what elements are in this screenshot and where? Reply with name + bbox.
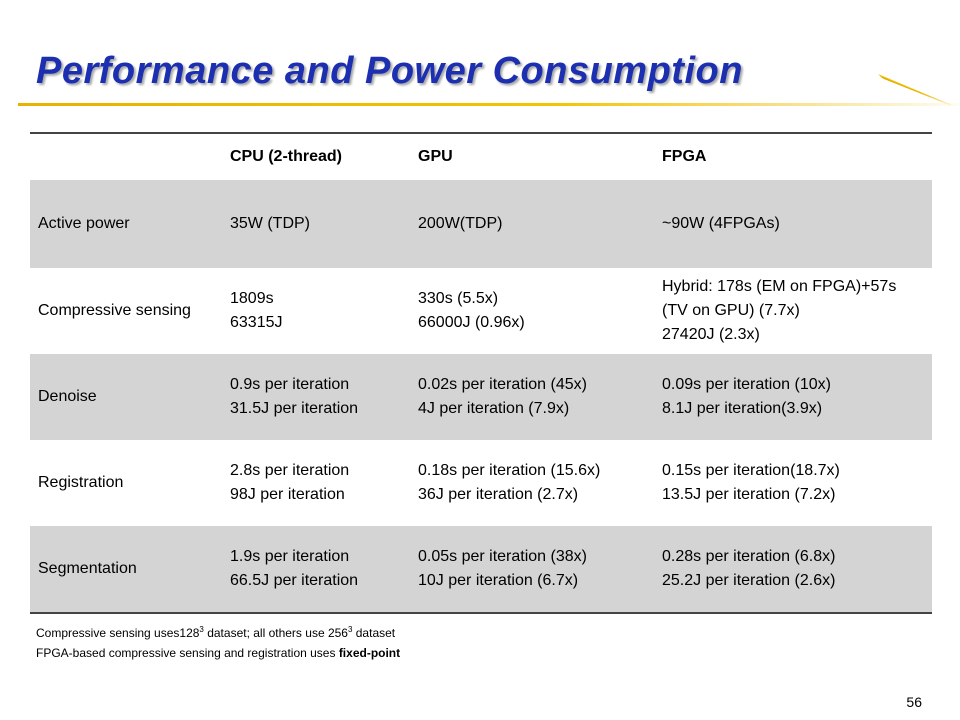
superscript: 3 <box>199 625 204 634</box>
footnotes: Compressive sensing uses1283 dataset; al… <box>36 620 400 663</box>
header-cell-cpu: CPU (2-thread) <box>230 148 343 165</box>
table-row: Compressive sensing 1809s 63315J 330s (5… <box>30 268 932 354</box>
table-row: Denoise 0.9s per iteration 31.5J per ite… <box>30 354 932 440</box>
gpu-cell: 0.05s per iteration (38x) 10J per iterat… <box>418 526 658 612</box>
cell-line: 8.1J per iteration(3.9x) <box>662 400 823 417</box>
cell-line: 0.18s per iteration (15.6x) <box>418 462 601 479</box>
row-label: Registration <box>38 474 124 491</box>
cell-line: 13.5J per iteration (7.2x) <box>662 486 836 503</box>
table-row: Active power 35W (TDP) 200W(TDP) ~90W (4… <box>30 180 932 268</box>
cell-line: 27420J (2.3x) <box>662 326 760 343</box>
cell-line: 66.5J per iteration <box>230 572 359 589</box>
footnote-text: Compressive sensing uses128 <box>36 626 200 640</box>
footnote-dataset: Compressive sensing uses1283 dataset; al… <box>36 620 400 643</box>
performance-table: CPU (2-thread) GPU FPGA Active power 35W… <box>30 132 932 614</box>
table-row: Segmentation 1.9s per iteration 66.5J pe… <box>30 526 932 612</box>
slide-title: Performance and Power Consumption <box>36 50 743 92</box>
cell-line: 0.09s per iteration (10x) <box>662 376 831 393</box>
header-cell-fpga: FPGA <box>662 148 707 165</box>
table-header-row: CPU (2-thread) GPU FPGA <box>30 134 932 180</box>
corner-arrow-decoration <box>878 74 954 106</box>
gpu-cell: 330s (5.5x) 66000J (0.96x) <box>418 268 658 354</box>
cpu-cell: 0.9s per iteration 31.5J per iteration <box>230 354 415 440</box>
gpu-cell: 0.18s per iteration (15.6x) 36J per iter… <box>418 440 658 526</box>
cell-line: 36J per iteration (2.7x) <box>418 486 579 503</box>
cell-line: 31.5J per iteration <box>230 400 359 417</box>
footnote-text: dataset; all others use 256 <box>203 626 348 640</box>
superscript: 3 <box>347 625 353 634</box>
cpu-cell: 2.8s per iteration 98J per iteration <box>230 440 415 526</box>
fpga-cell: 0.09s per iteration (10x) 8.1J per itera… <box>662 354 932 440</box>
cell-line: Hybrid: 178s (EM on FPGA)+57s <box>662 278 897 295</box>
fpga-cell: 0.15s per iteration(18.7x) 13.5J per ite… <box>662 440 932 526</box>
cell-line: 10J per iteration (6.7x) <box>418 572 579 589</box>
fpga-cell: Hybrid: 178s (EM on FPGA)+57s (TV on GPU… <box>662 268 932 354</box>
cpu-cell: 35W (TDP) <box>230 180 415 268</box>
table-row: Registration 2.8s per iteration 98J per … <box>30 440 932 526</box>
gpu-cell: 200W(TDP) <box>418 180 658 268</box>
cell-line: 25.2J per iteration (2.6x) <box>662 572 836 589</box>
gpu-cell: 0.02s per iteration (45x) 4J per iterati… <box>418 354 658 440</box>
row-label: Compressive sensing <box>38 302 191 319</box>
cell-line: 4J per iteration (7.9x) <box>418 400 570 417</box>
cell-line: 0.02s per iteration (45x) <box>418 376 587 393</box>
cell-line: 2.8s per iteration <box>230 462 350 479</box>
footnote-bold: fixed-point <box>338 646 401 660</box>
cell-line: (TV on GPU) (7.7x) <box>662 302 800 319</box>
title-underline <box>18 103 960 106</box>
footnote-fixed-point: FPGA-based compressive sensing and regis… <box>36 643 400 663</box>
row-label: Denoise <box>38 388 97 405</box>
cell-line: 66000J (0.96x) <box>418 314 525 331</box>
cell-line: 1.9s per iteration <box>230 548 350 565</box>
header-cell-empty <box>38 134 228 180</box>
cell-line: 0.9s per iteration <box>230 376 350 393</box>
cell-line: 98J per iteration <box>230 486 345 503</box>
footnote-text: dataset <box>352 626 396 640</box>
cell-line: 1809s <box>230 290 274 307</box>
cpu-cell: 1809s 63315J <box>230 268 415 354</box>
cell-line: ~90W (4FPGAs) <box>662 215 780 232</box>
cell-line: 63315J <box>230 314 283 331</box>
cell-line: 0.15s per iteration(18.7x) <box>662 462 840 479</box>
row-label: Segmentation <box>38 560 137 577</box>
row-label: Active power <box>38 215 130 232</box>
cell-line: 35W (TDP) <box>230 215 310 232</box>
header-cell-gpu: GPU <box>418 148 453 165</box>
footnote-text: FPGA-based compressive sensing and regis… <box>36 646 339 660</box>
page-number: 56 <box>906 694 922 710</box>
fpga-cell: ~90W (4FPGAs) <box>662 180 932 268</box>
cell-line: 0.28s per iteration (6.8x) <box>662 548 836 565</box>
cell-line: 200W(TDP) <box>418 215 503 232</box>
fpga-cell: 0.28s per iteration (6.8x) 25.2J per ite… <box>662 526 932 612</box>
cell-line: 0.05s per iteration (38x) <box>418 548 587 565</box>
cell-line: 330s (5.5x) <box>418 290 499 307</box>
cpu-cell: 1.9s per iteration 66.5J per iteration <box>230 526 415 612</box>
